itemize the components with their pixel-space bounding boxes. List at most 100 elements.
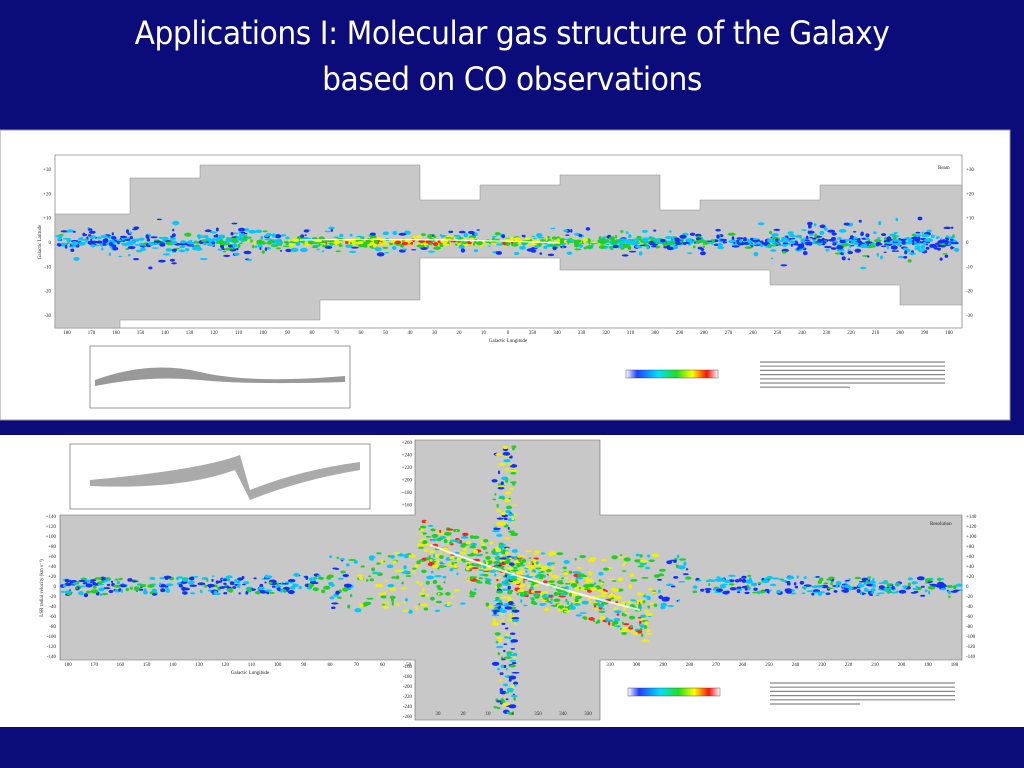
emission-blob [547, 580, 555, 583]
x-tick-label: 180 [63, 331, 71, 336]
emission-blob [99, 576, 106, 581]
emission-blob [514, 683, 517, 687]
emission-blob [646, 629, 651, 632]
emission-blob [510, 639, 519, 643]
emission-blob [824, 245, 832, 249]
emission-blob [616, 613, 620, 616]
emission-blob [598, 579, 602, 583]
emission-blob [311, 237, 318, 240]
emission-blob [872, 578, 875, 582]
emission-blob [368, 575, 372, 578]
emission-blob [133, 226, 140, 230]
emission-blob [908, 252, 916, 256]
emission-blob [639, 627, 643, 631]
emission-blob [307, 583, 314, 588]
emission-blob [423, 607, 429, 611]
emission-blob [211, 241, 215, 245]
emission-blob [849, 235, 854, 239]
emission-blob [950, 238, 954, 241]
emission-blob [915, 585, 919, 588]
y-tick-label: -180 [403, 675, 413, 680]
emission-blob [326, 576, 332, 580]
emission-blob [496, 700, 502, 703]
emission-blob [834, 252, 842, 255]
emission-blob [917, 236, 921, 241]
x-tick-label: 20 [461, 712, 467, 717]
emission-blob [636, 235, 642, 239]
x-tick-label: 300 [633, 663, 641, 668]
emission-blob [943, 226, 952, 230]
x-tick-label: 330 [584, 712, 592, 717]
emission-blob [578, 587, 581, 590]
emission-blob [804, 239, 810, 242]
emission-blob [353, 560, 358, 564]
emission-blob [349, 233, 353, 237]
x-tick-label: 230 [818, 663, 826, 668]
emission-blob [505, 698, 509, 701]
emission-blob [621, 601, 626, 604]
emission-blob [511, 662, 517, 665]
emission-blob [178, 583, 183, 588]
emission-blob [97, 236, 102, 240]
emission-blob [873, 238, 882, 243]
emission-blob [207, 589, 212, 592]
x-tick-label: 270 [725, 331, 733, 336]
emission-blob [236, 584, 241, 589]
emission-blob [627, 600, 632, 604]
x-tick-label: 340 [559, 712, 567, 717]
emission-blob [327, 239, 335, 243]
emission-blob [570, 229, 573, 233]
emission-blob [164, 587, 170, 589]
emission-blob [290, 247, 299, 252]
emission-blob [92, 581, 97, 586]
emission-blob [607, 621, 611, 626]
emission-blob [203, 584, 208, 588]
emission-blob [510, 236, 515, 240]
emission-blob [947, 590, 951, 594]
emission-blob [598, 594, 607, 598]
emission-blob [288, 241, 293, 244]
emission-blob [254, 245, 258, 249]
emission-blob [146, 238, 151, 242]
emission-blob [237, 577, 244, 581]
emission-blob [434, 575, 442, 578]
emission-blob [498, 462, 506, 466]
emission-blob [807, 224, 812, 229]
emission-blob [489, 541, 494, 545]
emission-blob [666, 246, 675, 251]
emission-blob [434, 247, 437, 249]
emission-blob [491, 550, 496, 554]
emission-blob [881, 245, 887, 248]
emission-blob [750, 245, 754, 248]
emission-blob [852, 230, 857, 233]
emission-blob [462, 241, 468, 245]
emission-blob [883, 251, 887, 254]
y-tick-label: +120 [966, 525, 977, 530]
emission-blob [548, 573, 553, 576]
emission-blob [222, 243, 229, 246]
emission-blob [945, 235, 950, 238]
emission-blob [508, 712, 514, 716]
emission-blob [506, 711, 509, 714]
emission-blob [831, 232, 837, 236]
emission-blob [805, 243, 813, 246]
emission-blob [912, 587, 918, 591]
emission-blob [894, 249, 897, 252]
emission-blob [331, 606, 336, 610]
emission-blob [540, 552, 546, 555]
emission-blob [773, 228, 781, 231]
emission-blob [700, 588, 705, 592]
emission-blob [547, 253, 555, 257]
emission-blob [844, 585, 850, 589]
emission-blob [196, 234, 202, 239]
emission-blob [392, 560, 397, 564]
emission-blob [311, 245, 319, 249]
emission-blob [110, 580, 114, 584]
emission-blob [929, 243, 937, 248]
emission-blob [135, 238, 140, 242]
emission-blob [606, 240, 613, 244]
emission-blob [476, 229, 480, 231]
emission-blob [651, 245, 657, 248]
emission-blob [581, 600, 589, 605]
emission-blob [411, 570, 417, 573]
